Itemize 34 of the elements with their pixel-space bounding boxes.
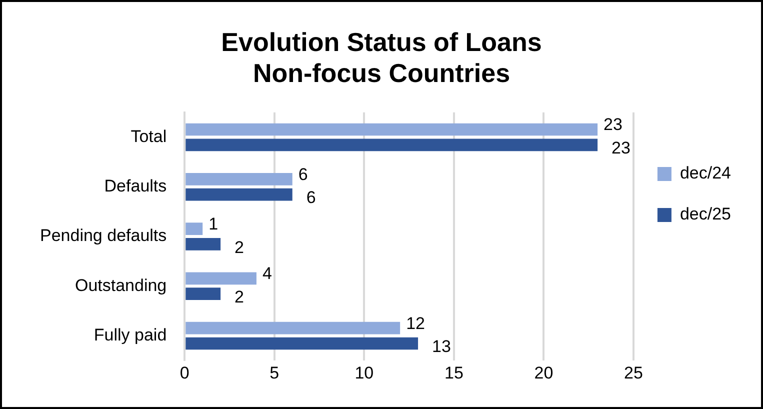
legend-label: dec/24 bbox=[680, 164, 732, 183]
chart-title: Evolution Status of Loans Non-focus Countries bbox=[221, 26, 542, 88]
data-label: 23 bbox=[604, 115, 622, 134]
data-label: 12 bbox=[406, 314, 425, 333]
bar bbox=[186, 337, 418, 350]
y-tick-label: Pending defaults bbox=[40, 226, 167, 246]
x-tick-label: 5 bbox=[270, 363, 280, 382]
data-label: 6 bbox=[306, 188, 316, 208]
data-label: 23 bbox=[612, 138, 630, 158]
y-tick-label: Outstanding bbox=[74, 276, 167, 295]
bar bbox=[186, 188, 292, 201]
data-label: 13 bbox=[432, 337, 451, 356]
x-tick-label: 25 bbox=[624, 363, 643, 382]
y-tick-label: Defaults bbox=[104, 176, 167, 196]
data-label: 2 bbox=[234, 288, 244, 307]
x-tick-label: 15 bbox=[444, 363, 464, 382]
y-tick-label: Fully paid bbox=[94, 325, 167, 344]
bar bbox=[186, 272, 256, 285]
x-tick-label: 10 bbox=[354, 363, 374, 382]
y-tick-label: Total bbox=[130, 126, 167, 146]
data-label: 2 bbox=[234, 238, 244, 257]
legend-label: dec/25 bbox=[680, 204, 732, 224]
x-tick-label: 0 bbox=[180, 363, 190, 382]
x-tick-label: 20 bbox=[534, 363, 554, 382]
bar bbox=[186, 138, 598, 152]
data-label: 6 bbox=[298, 164, 308, 184]
bar bbox=[186, 123, 598, 136]
data-label: 1 bbox=[208, 214, 218, 234]
bar bbox=[186, 322, 400, 334]
bar bbox=[186, 173, 292, 186]
data-label: 4 bbox=[262, 264, 272, 284]
bar bbox=[186, 238, 221, 250]
bar bbox=[186, 288, 221, 300]
bar bbox=[186, 222, 203, 235]
